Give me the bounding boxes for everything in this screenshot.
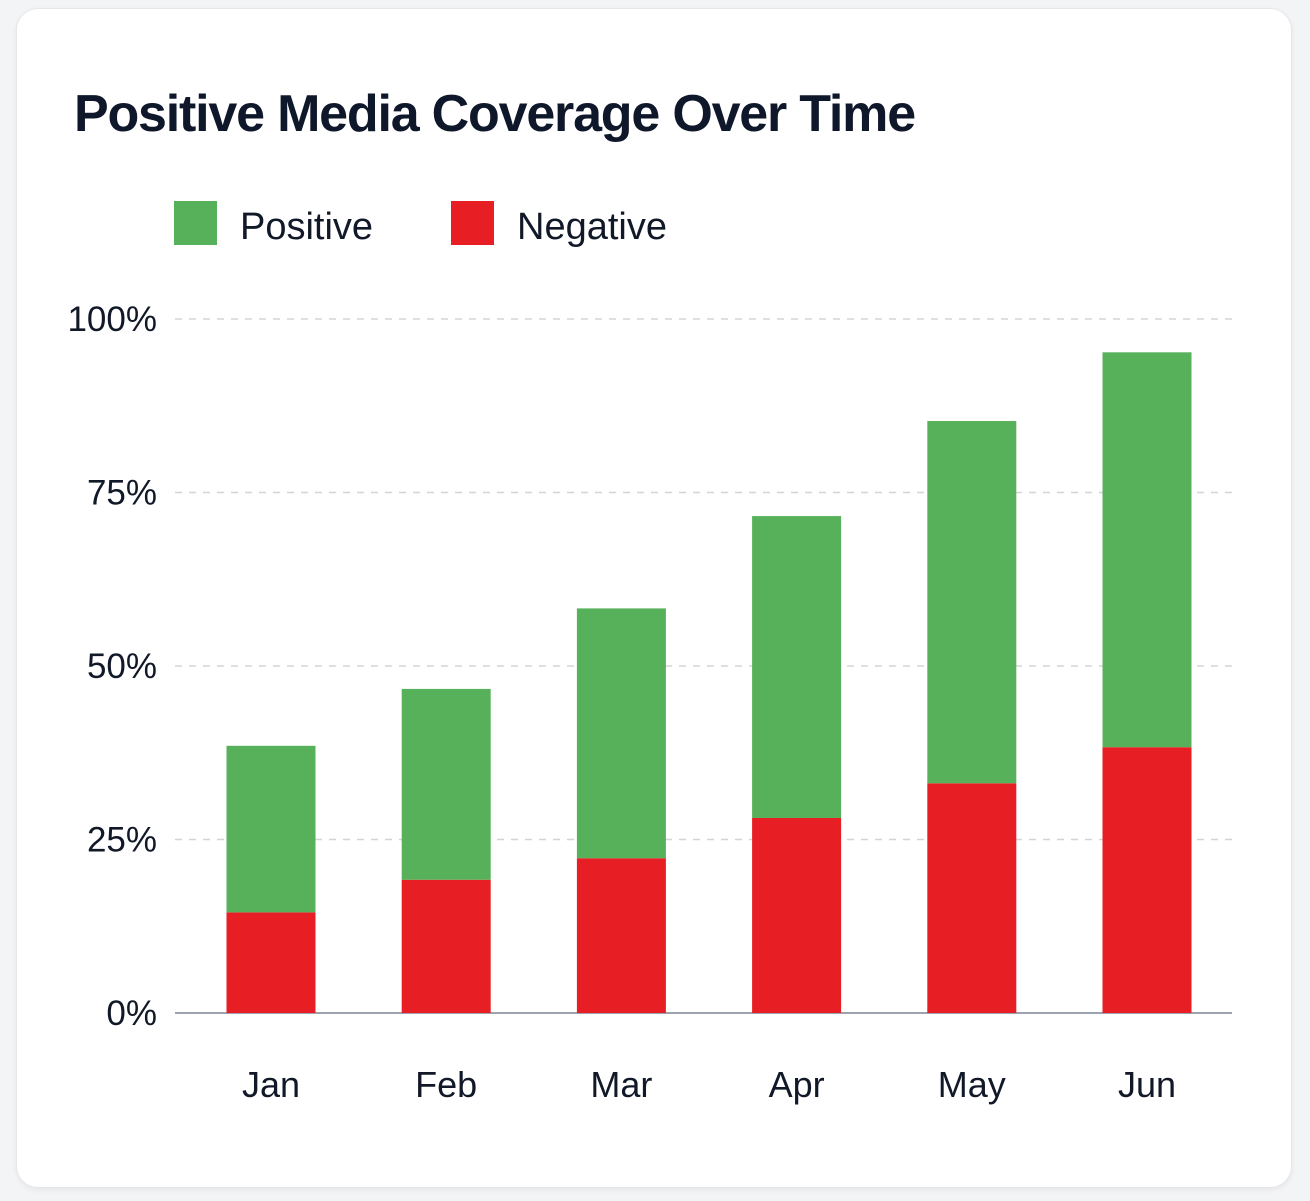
x-axis: Jan Feb Mar Apr May Jun (242, 1064, 1176, 1105)
legend-label-positive: Positive (240, 206, 373, 248)
bar-apr-positive (752, 516, 842, 818)
bars (226, 352, 1192, 1013)
bar-jan-negative (226, 912, 316, 1013)
x-tick-label-mar: Mar (590, 1064, 652, 1105)
legend: Positive Negative (174, 201, 667, 248)
x-tick-label-may: May (938, 1064, 1006, 1105)
bar-jan-positive (226, 745, 316, 913)
bar-feb-negative (401, 879, 491, 1013)
gridlines (175, 318, 1232, 841)
x-tick-label-jun: Jun (1118, 1064, 1176, 1105)
y-tick-label-100: 100% (67, 300, 157, 339)
legend-swatch-negative (451, 201, 494, 245)
bar-mar-negative (576, 858, 666, 1013)
y-tick-label-0: 0% (106, 994, 157, 1033)
chart-title: Positive Media Coverage Over Time (74, 85, 915, 143)
x-tick-label-apr: Apr (769, 1064, 825, 1105)
legend-label-negative: Negative (517, 206, 667, 248)
bar-may-negative (927, 783, 1017, 1013)
y-tick-label-75: 75% (87, 474, 157, 513)
bar-apr-negative (752, 817, 842, 1013)
bar-feb-positive (401, 688, 491, 880)
y-tick-label-25: 25% (87, 821, 157, 860)
x-tick-label-feb: Feb (415, 1064, 477, 1105)
y-axis: 0% 25% 50% 75% 100% (67, 300, 1232, 1033)
legend-swatch-positive (174, 201, 217, 245)
bar-may-positive (927, 421, 1017, 784)
bar-jun-positive (1102, 352, 1192, 748)
bar-mar-positive (576, 608, 666, 859)
y-tick-label-50: 50% (87, 647, 157, 686)
x-tick-label-jan: Jan (242, 1064, 300, 1105)
bar-jun-negative (1102, 747, 1192, 1013)
